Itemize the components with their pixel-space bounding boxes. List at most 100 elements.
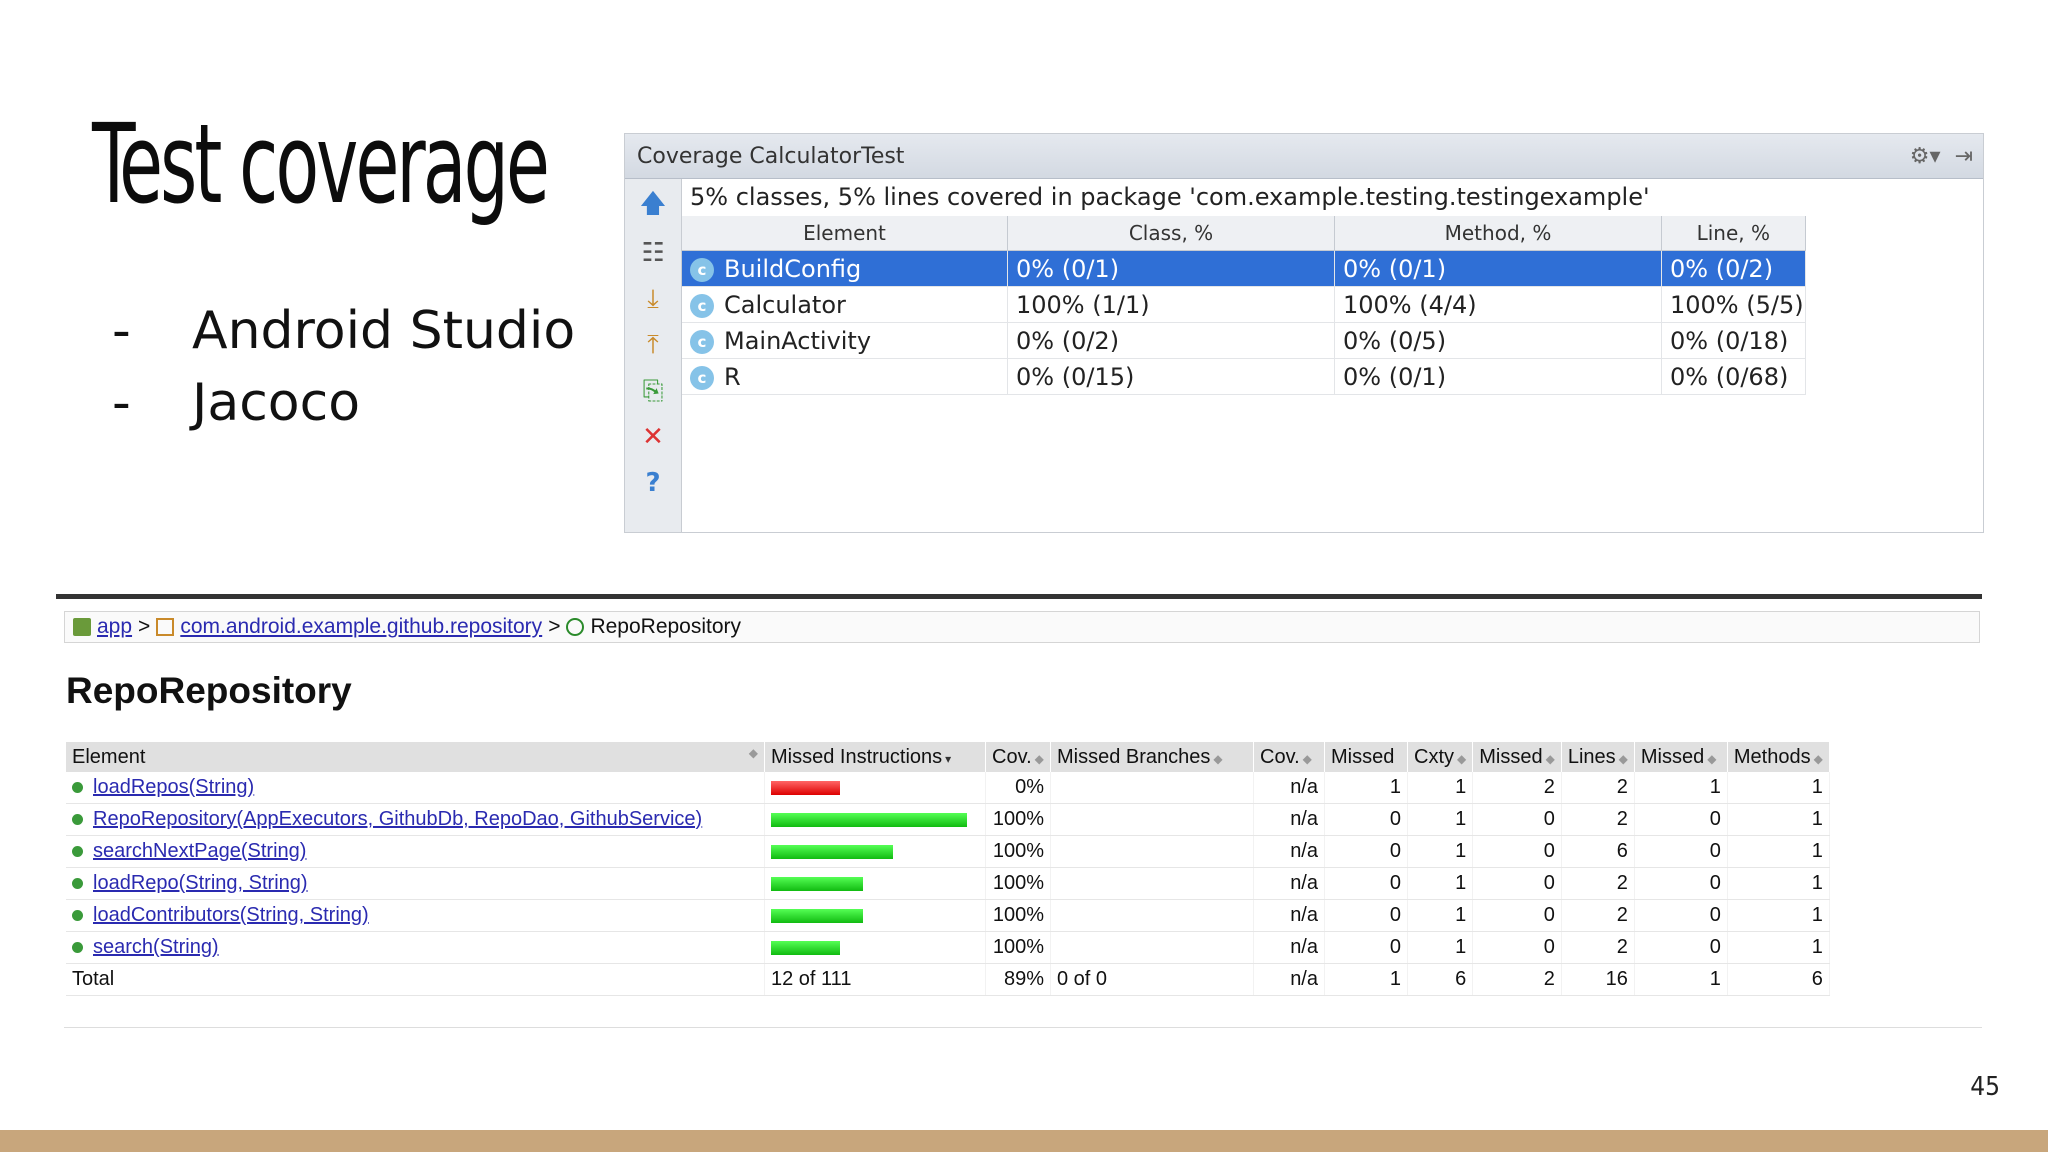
method-coverage: 100% (4/4) bbox=[1334, 286, 1662, 323]
branch-coverage: n/a bbox=[1253, 803, 1325, 836]
total-methods: 6 bbox=[1727, 963, 1830, 996]
breadcrumb-separator: > bbox=[548, 615, 561, 638]
line-coverage: 0% (0/2) bbox=[1661, 250, 1806, 287]
method-link[interactable]: RepoRepository(AppExecutors, GithubDb, R… bbox=[93, 808, 703, 830]
line-coverage: 100% (5/5) bbox=[1661, 286, 1806, 323]
missed-branches bbox=[1050, 803, 1254, 836]
methods: 1 bbox=[1727, 867, 1830, 900]
column-header-missed-methods[interactable]: Missed ◆ bbox=[1634, 742, 1728, 772]
slide-title: Test coverage bbox=[92, 100, 550, 228]
column-header-lines[interactable]: Lines ◆ bbox=[1561, 742, 1635, 772]
table-row: loadRepo(String, String) 100% n/a 0 1 0 2 0 1 bbox=[66, 867, 1830, 900]
lines: 2 bbox=[1561, 931, 1635, 964]
missed-methods: 1 bbox=[1634, 772, 1728, 804]
column-header-branch-coverage[interactable]: Cov. ◆ bbox=[1253, 742, 1325, 772]
flatten-packages-icon[interactable]: ☷ bbox=[641, 238, 665, 268]
table-row: loadContributors(String, String) 100% n/a 0… bbox=[66, 899, 1830, 932]
method-icon bbox=[72, 878, 83, 890]
methods: 1 bbox=[1727, 899, 1830, 932]
class-name: BuildConfig bbox=[724, 254, 862, 283]
method-link[interactable]: searchNextPage(String) bbox=[93, 840, 307, 862]
method-link[interactable]: search(String) bbox=[93, 936, 219, 958]
complexity: 1 bbox=[1407, 772, 1474, 804]
total-lines: 16 bbox=[1561, 963, 1635, 996]
branch-coverage: n/a bbox=[1253, 899, 1325, 932]
breadcrumb-app-link[interactable]: app bbox=[97, 615, 133, 638]
coverage-row[interactable]: c BuildConfig 0% (0/1) 0% (0/1) 0% (0/2) bbox=[682, 250, 1806, 287]
missed-lines: 0 bbox=[1472, 931, 1562, 964]
page-number: 45 bbox=[1970, 1072, 2000, 1102]
missed-lines: 0 bbox=[1472, 803, 1562, 836]
class-coverage: 0% (0/15) bbox=[1007, 358, 1335, 395]
missed-branches bbox=[1050, 772, 1254, 804]
instruction-coverage: 100% bbox=[985, 899, 1051, 932]
complexity: 1 bbox=[1407, 899, 1474, 932]
missed-methods: 0 bbox=[1634, 803, 1728, 836]
lines: 2 bbox=[1561, 867, 1635, 900]
column-header-missed-instructions[interactable]: Missed Instructions ▾ bbox=[764, 742, 986, 772]
branch-coverage: n/a bbox=[1253, 772, 1325, 804]
lines: 2 bbox=[1561, 899, 1635, 932]
class-icon: c bbox=[690, 293, 714, 318]
coverage-toolbar: 🡅 ☷ ⤓ ⤒ ⎘ ✕ ? bbox=[625, 179, 682, 532]
covered-bar bbox=[771, 876, 863, 891]
method-icon bbox=[72, 942, 83, 954]
methods: 1 bbox=[1727, 931, 1830, 964]
class-coverage: 100% (1/1) bbox=[1007, 286, 1335, 323]
coverage-report-table: Element ◆ Missed Instructions ▾ Cov. ◆ Miss… bbox=[66, 742, 1830, 996]
bullet-item: - Android Studio bbox=[112, 295, 575, 367]
column-header-methods[interactable]: Methods ◆ bbox=[1727, 742, 1830, 772]
missed-complexity: 0 bbox=[1324, 803, 1408, 836]
method-link[interactable]: loadRepo(String, String) bbox=[93, 872, 308, 894]
pin-icon[interactable]: ⇥ bbox=[1954, 143, 1973, 169]
close-icon[interactable]: ✕ bbox=[642, 422, 664, 452]
covered-bar bbox=[771, 812, 967, 827]
coverage-panel: Coverage CalculatorTest ⚙▾ ⇥ 🡅 ☷ ⤓ ⤒ ⎘ ✕… bbox=[624, 133, 1984, 533]
missed-instructions-bar bbox=[764, 835, 986, 868]
column-header-method[interactable]: Method, % bbox=[1334, 216, 1662, 251]
method-link[interactable]: loadContributors(String, String) bbox=[93, 904, 369, 926]
element-cell: loadRepo(String, String) bbox=[66, 867, 765, 900]
column-header-element[interactable]: Element bbox=[682, 216, 1008, 251]
branch-coverage: n/a bbox=[1253, 835, 1325, 868]
column-header-missed-complexity[interactable]: Missed bbox=[1324, 742, 1408, 772]
bullet-item: - Jacoco bbox=[112, 367, 575, 439]
missed-complexity: 0 bbox=[1324, 899, 1408, 932]
coverage-row[interactable]: c Calculator 100% (1/1) 100% (4/4) 100% (… bbox=[682, 286, 1806, 323]
gear-icon[interactable]: ⚙▾ bbox=[1909, 143, 1941, 169]
missed-bar bbox=[771, 780, 840, 795]
column-header-complexity[interactable]: Cxty ◆ bbox=[1407, 742, 1474, 772]
column-header-missed-lines[interactable]: Missed ◆ bbox=[1472, 742, 1562, 772]
method-coverage: 0% (0/5) bbox=[1334, 322, 1662, 359]
export-icon[interactable]: ⎘ bbox=[642, 375, 664, 406]
branch-coverage: n/a bbox=[1253, 931, 1325, 964]
class-icon: c bbox=[690, 365, 714, 390]
method-link[interactable]: loadRepos(String) bbox=[93, 776, 255, 798]
column-header-missed-branches[interactable]: Missed Branches ◆ bbox=[1050, 742, 1254, 772]
total-missed-methods: 1 bbox=[1634, 963, 1728, 996]
navigate-up-icon[interactable]: 🡅 bbox=[639, 189, 667, 219]
column-header-element[interactable]: Element ◆ bbox=[66, 742, 765, 772]
table-row: RepoRepository(AppExecutors, GithubDb, R… bbox=[66, 803, 1830, 836]
coverage-row[interactable]: c MainActivity 0% (0/2) 0% (0/5) 0% (0/18… bbox=[682, 322, 1806, 359]
module-icon bbox=[73, 618, 91, 636]
branch-coverage: n/a bbox=[1253, 867, 1325, 900]
missed-complexity: 0 bbox=[1324, 931, 1408, 964]
import-icon[interactable]: ⤓ bbox=[647, 283, 659, 314]
column-header-line[interactable]: Line, % bbox=[1661, 216, 1806, 251]
column-header-class[interactable]: Class, % bbox=[1007, 216, 1335, 251]
class-name: MainActivity bbox=[724, 326, 872, 355]
covered-bar bbox=[771, 940, 840, 955]
total-missed-branches: 0 of 0 bbox=[1050, 963, 1254, 996]
missed-lines: 2 bbox=[1472, 772, 1562, 804]
autoscroll-icon[interactable]: ⤒ bbox=[647, 329, 659, 360]
breadcrumb-separator: > bbox=[138, 615, 151, 638]
breadcrumb-package-link[interactable]: com.android.example.github.repository bbox=[180, 615, 543, 638]
column-header-instruction-coverage[interactable]: Cov. ◆ bbox=[985, 742, 1051, 772]
class-icon: c bbox=[690, 257, 714, 282]
bullet-dash: - bbox=[112, 301, 131, 361]
missed-methods: 0 bbox=[1634, 835, 1728, 868]
element-cell: loadContributors(String, String) bbox=[66, 899, 765, 932]
help-icon[interactable]: ? bbox=[645, 468, 661, 498]
